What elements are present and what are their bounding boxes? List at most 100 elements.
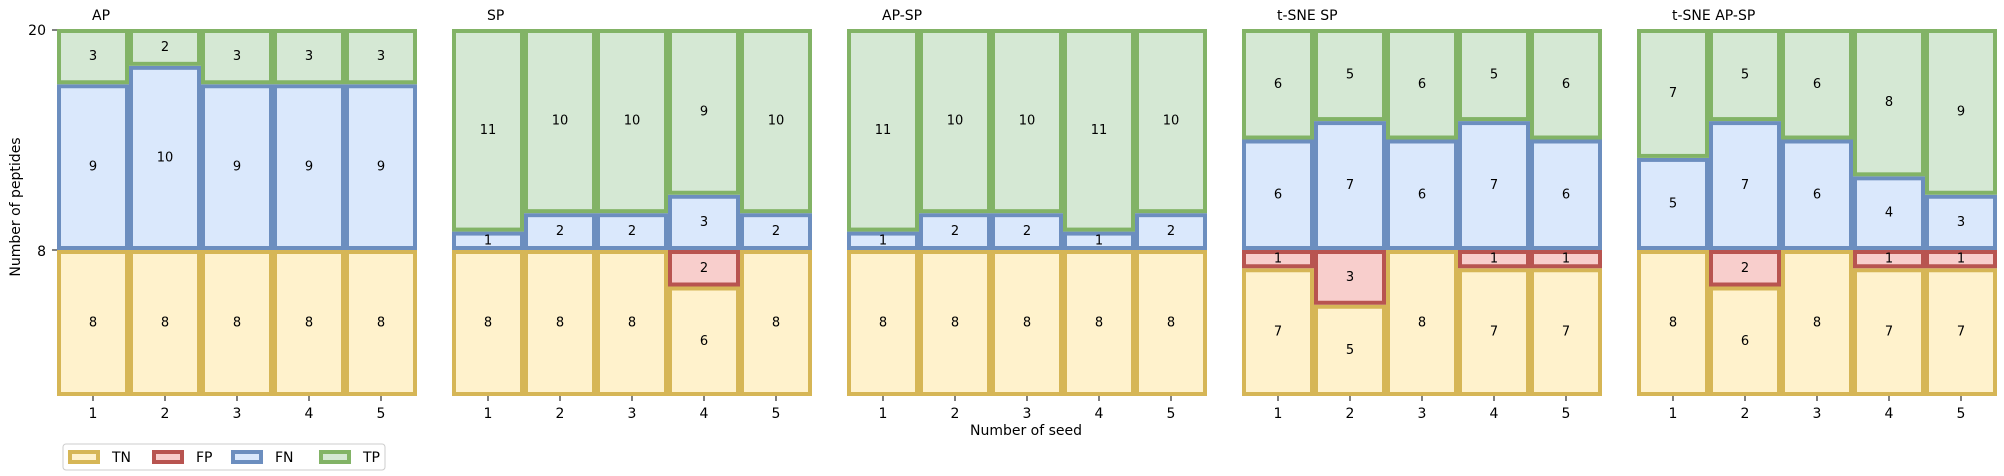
data-label: 2 <box>556 224 564 239</box>
fn-segment <box>1781 139 1853 250</box>
fn-segment <box>847 231 919 250</box>
data-label: 3 <box>233 49 241 64</box>
data-label: 5 <box>1669 196 1677 211</box>
data-label: 8 <box>1885 95 1893 110</box>
tp-segment <box>1925 29 1997 195</box>
tp-segment <box>1386 29 1458 140</box>
data-label: 2 <box>700 261 708 276</box>
x-tick-label: 2 <box>1346 406 1355 422</box>
x-tick-label: 5 <box>772 406 781 422</box>
tp-segment <box>1637 29 1709 158</box>
y-tick-label: 20 <box>28 23 46 39</box>
x-tick-label: 1 <box>484 406 493 422</box>
chart-legend: TN FP FN TP <box>62 443 386 471</box>
panel-title: t-SNE AP-SP <box>1672 8 1755 24</box>
x-tick-label: 5 <box>1957 406 1966 422</box>
fp-segment <box>1314 250 1386 305</box>
data-label: 1 <box>1095 233 1103 248</box>
data-label: 11 <box>875 123 892 138</box>
fn-segment <box>129 65 201 251</box>
data-label: 2 <box>1741 261 1749 276</box>
tn-segment <box>273 250 345 396</box>
legend-label: FN <box>275 450 294 466</box>
tp-segment <box>452 29 524 232</box>
fn-segment <box>1458 121 1530 250</box>
data-label: 8 <box>951 316 959 331</box>
panel-title: AP-SP <box>882 8 922 24</box>
legend-swatch-fp <box>152 450 184 464</box>
data-label: 10 <box>157 150 174 165</box>
x-tick-label: 4 <box>1095 406 1104 422</box>
tn-segment <box>345 250 417 396</box>
data-label: 9 <box>700 104 708 119</box>
tn-segment <box>991 250 1063 396</box>
data-label: 8 <box>377 316 385 331</box>
x-tick-label: 4 <box>1885 406 1894 422</box>
data-label: 7 <box>1490 325 1498 340</box>
data-label: 2 <box>161 40 169 55</box>
x-tick-label: 4 <box>1490 406 1499 422</box>
data-label: 3 <box>1957 215 1965 230</box>
tp-segment <box>129 29 201 66</box>
data-label: 6 <box>1274 187 1282 202</box>
data-label: 1 <box>1562 252 1570 267</box>
panel-title: t-SNE SP <box>1277 8 1338 24</box>
tn-segment <box>1314 304 1386 396</box>
data-label: 4 <box>1885 206 1893 221</box>
fn-segment <box>919 213 991 251</box>
data-label: 10 <box>552 114 569 129</box>
fn-segment <box>1242 139 1314 250</box>
panel-title: AP <box>92 8 110 24</box>
chart-panels: AP893181022893389348935SP811118210282103… <box>57 8 1997 422</box>
tn-segment <box>1853 268 1925 396</box>
tn-segment <box>1242 268 1314 396</box>
x-tick-label: 3 <box>1418 406 1427 422</box>
fn-segment <box>273 84 345 250</box>
data-label: 2 <box>1023 224 1031 239</box>
tn-segment <box>1458 268 1530 396</box>
legend-swatch-tn <box>68 450 100 464</box>
fn-segment <box>1853 176 1925 250</box>
data-label: 7 <box>1490 178 1498 193</box>
fn-segment <box>740 213 812 251</box>
data-label: 6 <box>1562 77 1570 92</box>
data-label: 2 <box>951 224 959 239</box>
data-label: 1 <box>1885 252 1893 267</box>
tp-segment <box>57 29 129 85</box>
fp-segment <box>1925 250 1997 269</box>
x-tick-label: 5 <box>377 406 386 422</box>
data-label: 10 <box>768 114 785 129</box>
data-label: 3 <box>305 49 313 64</box>
fn-segment <box>991 213 1063 251</box>
data-label: 9 <box>305 160 313 175</box>
fn-segment <box>1314 121 1386 250</box>
x-tick-label: 5 <box>1167 406 1176 422</box>
data-label: 6 <box>1813 187 1821 202</box>
tp-segment <box>524 29 596 214</box>
tn-segment <box>129 250 201 396</box>
tn-segment <box>596 250 668 396</box>
data-label: 1 <box>484 233 492 248</box>
x-tick-label: 2 <box>161 406 170 422</box>
data-label: 9 <box>89 160 97 175</box>
tp-segment <box>1709 29 1781 122</box>
data-label: 5 <box>1346 343 1354 358</box>
tp-segment <box>596 29 668 214</box>
data-label: 1 <box>1490 252 1498 267</box>
fn-segment <box>1709 121 1781 250</box>
tn-segment <box>847 250 919 396</box>
tp-segment <box>273 29 345 85</box>
fn-segment <box>524 213 596 251</box>
legend-label: TP <box>362 450 380 466</box>
tp-segment <box>668 29 740 195</box>
data-label: 3 <box>1346 270 1354 285</box>
data-label: 1 <box>1274 252 1282 267</box>
data-label: 8 <box>772 316 780 331</box>
tp-segment <box>847 29 919 232</box>
data-label: 6 <box>1418 77 1426 92</box>
tn-segment <box>1063 250 1135 396</box>
data-label: 7 <box>1274 325 1282 340</box>
tn-segment <box>524 250 596 396</box>
data-label: 8 <box>1167 316 1175 331</box>
